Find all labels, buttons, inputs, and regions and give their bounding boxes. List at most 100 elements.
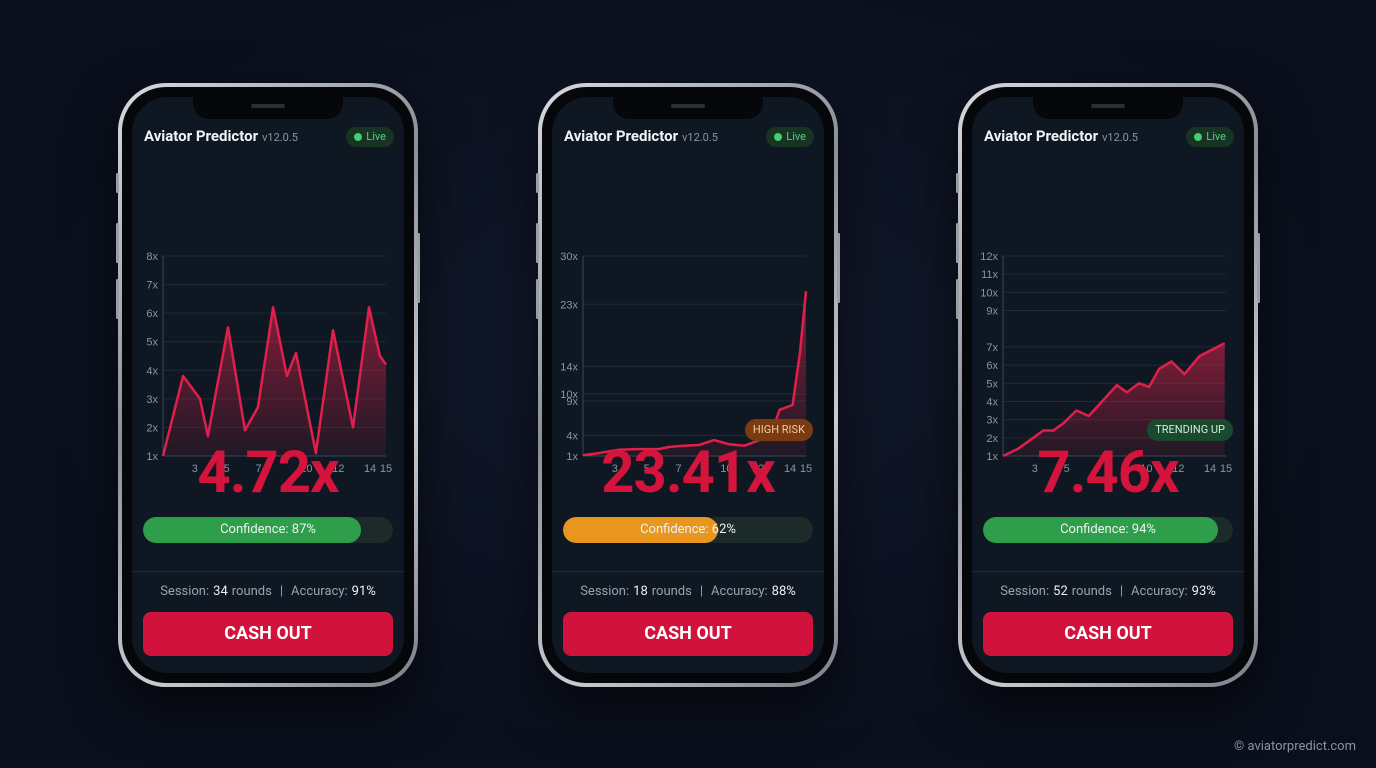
x-tick-label: 5 bbox=[1064, 463, 1070, 475]
side-button bbox=[417, 233, 420, 303]
x-tick-label: 14 bbox=[1204, 463, 1216, 475]
y-tick-label: 6x bbox=[146, 308, 158, 320]
footer: © aviatorpredict.com bbox=[1234, 739, 1356, 754]
screen bbox=[552, 97, 824, 673]
version: v12.0.5 bbox=[682, 131, 718, 144]
x-tick-label: 10 bbox=[1140, 463, 1152, 475]
x-tick-label: 12 bbox=[752, 463, 764, 475]
badge: TRENDING UP bbox=[1147, 419, 1233, 441]
stat-session-label: Session: bbox=[1000, 584, 1050, 599]
y-tick-label: 2x bbox=[146, 422, 158, 434]
version: v12.0.5 bbox=[1102, 131, 1138, 144]
multiplier: 23.41x bbox=[601, 439, 775, 507]
y-tick-label: 4x bbox=[566, 430, 578, 442]
stat-accuracy-label: Accuracy: bbox=[1131, 584, 1188, 599]
divider bbox=[132, 571, 404, 572]
side-button bbox=[536, 173, 539, 193]
title-text: Aviator Predictor bbox=[144, 127, 259, 145]
side-button bbox=[1257, 233, 1260, 303]
y-tick-label: 30x bbox=[560, 251, 578, 263]
cash-out-button[interactable]: CASH OUT bbox=[983, 612, 1233, 656]
side-button bbox=[956, 279, 959, 319]
x-tick-label: 7 bbox=[676, 463, 682, 475]
side-button bbox=[536, 279, 539, 319]
y-tick-label: 12x bbox=[980, 251, 998, 263]
notch bbox=[193, 97, 343, 119]
y-tick-label: 5x bbox=[986, 378, 998, 390]
app-title: Aviator Predictor v12.0.5 bbox=[984, 127, 1138, 145]
y-tick-label: 3x bbox=[986, 415, 998, 427]
x-tick-label: 3 bbox=[1032, 463, 1038, 475]
y-tick-label: 11x bbox=[981, 269, 998, 281]
x-tick-label: 12 bbox=[1172, 463, 1184, 475]
y-tick-label: 2x bbox=[986, 433, 998, 445]
y-tick-label: 7x bbox=[986, 342, 998, 354]
x-tick-label: 5 bbox=[644, 463, 650, 475]
title-text: Aviator Predictor bbox=[984, 127, 1099, 145]
stat-accuracy-value: 93% bbox=[1191, 584, 1216, 599]
stat-session-value: 18 bbox=[633, 584, 648, 599]
y-tick-label: 4x bbox=[146, 365, 158, 377]
x-tick-label: 3 bbox=[612, 463, 618, 475]
confidence-fill bbox=[143, 517, 361, 543]
chart: 1x 2x 3x 4x 5x 6x 7x 8x 3 5 7 10 12 14 15 bbox=[146, 251, 392, 475]
y-tick-label: 9x bbox=[986, 306, 998, 318]
x-tick-label: 7 bbox=[1096, 463, 1102, 475]
side-button bbox=[536, 223, 539, 263]
side-button bbox=[116, 223, 119, 263]
side-button bbox=[837, 233, 840, 303]
x-tick-label: 5 bbox=[224, 463, 230, 475]
side-button bbox=[956, 223, 959, 263]
x-tick-label: 14 bbox=[364, 463, 376, 475]
stat-session-label: Session: bbox=[160, 584, 210, 599]
side-button bbox=[116, 173, 119, 193]
stat-separator: | bbox=[699, 584, 704, 599]
session-stats: Session: 52 rounds | Accuracy: 93% bbox=[958, 584, 1258, 599]
session-stats: Session: 18 rounds | Accuracy: 88% bbox=[538, 584, 838, 599]
badge: HIGH RISK bbox=[744, 419, 813, 441]
y-tick-label: 6x bbox=[986, 360, 998, 372]
side-button bbox=[116, 279, 119, 319]
confidence-fill bbox=[983, 517, 1218, 543]
version: v12.0.5 bbox=[262, 131, 298, 144]
stat-session-unit: rounds bbox=[651, 584, 692, 599]
stat-accuracy-label: Accuracy: bbox=[711, 584, 768, 599]
x-tick-label: 14 bbox=[784, 463, 796, 475]
y-tick-label: 1x bbox=[986, 451, 998, 463]
y-tick-label: 8x bbox=[146, 251, 158, 263]
session-stats: Session: 34 rounds | Accuracy: 91% bbox=[118, 584, 418, 599]
x-tick-label: 3 bbox=[192, 463, 198, 475]
divider bbox=[552, 571, 824, 572]
notch bbox=[1033, 97, 1183, 119]
stat-accuracy-label: Accuracy: bbox=[291, 584, 348, 599]
area bbox=[163, 307, 386, 456]
stat-session-value: 34 bbox=[213, 584, 228, 599]
x-tick-label: 12 bbox=[332, 463, 344, 475]
cash-out-button[interactable]: CASH OUT bbox=[563, 612, 813, 656]
y-tick-label: 23x bbox=[560, 299, 578, 311]
y-tick-label: 4x bbox=[986, 396, 998, 408]
stat-separator: | bbox=[279, 584, 284, 599]
x-tick-label: 10 bbox=[720, 463, 732, 475]
y-tick-label: 10x bbox=[980, 287, 998, 299]
y-tick-label: 1x bbox=[566, 451, 578, 463]
y-tick-label: 10x bbox=[560, 389, 578, 401]
confidence-fill bbox=[563, 517, 718, 543]
y-tick-label: 7x bbox=[146, 280, 158, 292]
stat-session-value: 52 bbox=[1053, 584, 1068, 599]
x-tick-label: 15 bbox=[800, 463, 812, 475]
live-status: Live bbox=[766, 127, 814, 147]
y-tick-label: 3x bbox=[146, 394, 158, 406]
confidence-label: Confidence: 62% bbox=[640, 522, 736, 537]
multiplier: 7.46x bbox=[1037, 439, 1179, 507]
y-tick-label: 14x bbox=[560, 361, 578, 373]
x-tick-label: 15 bbox=[380, 463, 392, 475]
cash-out-button[interactable]: CASH OUT bbox=[143, 612, 393, 656]
x-tick-label: 15 bbox=[1220, 463, 1232, 475]
side-button bbox=[956, 173, 959, 193]
multiplier: 4.72x bbox=[197, 439, 339, 507]
phone: Aviator Predictor v12.0.5 Live 1x 2x 3x 4x 5x 6x… bbox=[116, 83, 420, 687]
notch bbox=[613, 97, 763, 119]
app-title: Aviator Predictor v12.0.5 bbox=[564, 127, 718, 145]
